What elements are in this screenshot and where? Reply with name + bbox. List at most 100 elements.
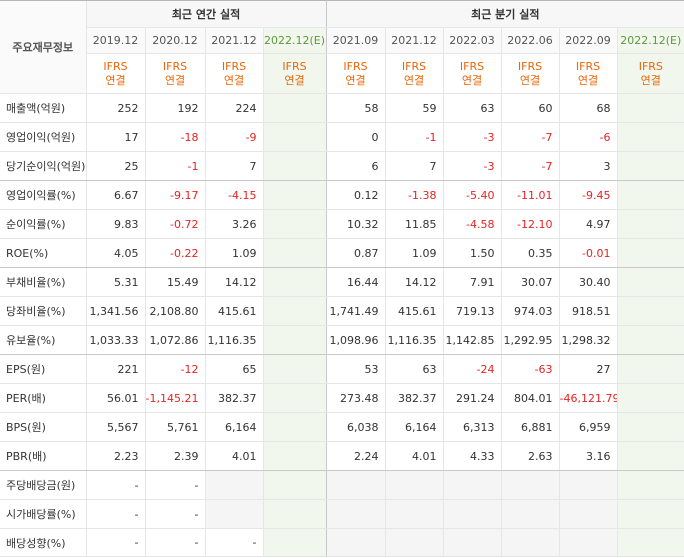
value-cell: -3 <box>442 122 502 152</box>
value-cell <box>616 238 684 268</box>
value-cell: 1,741.49 <box>325 296 386 326</box>
value-cell: 65 <box>204 354 263 384</box>
value-cell: 382.37 <box>204 383 263 413</box>
value-cell <box>616 470 684 500</box>
row-label: 당기순이익(억원) <box>0 151 86 181</box>
value-cell: 6,313 <box>442 412 502 442</box>
value-cell: - <box>144 528 205 557</box>
accounting-standard-cell: IFRS 연결 <box>85 53 145 94</box>
value-cell: 192 <box>144 93 205 123</box>
value-cell <box>500 470 560 500</box>
value-cell <box>616 93 684 123</box>
value-cell: -12 <box>144 354 205 384</box>
value-cell <box>442 499 502 529</box>
value-cell <box>384 470 444 500</box>
row-label: PER(배) <box>0 383 86 413</box>
value-cell: 7.91 <box>442 267 502 297</box>
value-cell: 1,292.95 <box>500 325 560 355</box>
value-cell: -0.01 <box>558 238 618 268</box>
value-cell: 6,164 <box>384 412 444 442</box>
table-row: BPS(원) 5,567 5,761 6,164 6,038 6,164 6,313 6,88… <box>0 412 684 442</box>
value-cell: 4.05 <box>85 238 145 268</box>
value-cell: 27 <box>558 354 618 384</box>
accounting-standard-cell: IFRS 연결 <box>384 53 444 94</box>
value-cell: 415.61 <box>204 296 263 326</box>
value-cell: -9.45 <box>558 180 618 210</box>
table-row: 유보율(%) 1,033.33 1,072.86 1,116.35 1,098.96 1,… <box>0 325 684 355</box>
accounting-standard-ifrs: IFRS <box>638 59 663 73</box>
accounting-standard-consolidated: 연결 <box>105 73 126 87</box>
accounting-standard-consolidated: 연결 <box>519 73 541 87</box>
value-cell <box>384 499 444 529</box>
table-row: 당좌비율(%) 1,341.56 2,108.80 415.61 1,741.49 415… <box>0 296 684 326</box>
table-row: 시가배당률(%) - - <box>0 499 684 529</box>
annual-period: 2020.12 <box>144 27 205 54</box>
value-cell: 3.16 <box>558 441 618 471</box>
value-cell: 918.51 <box>558 296 618 326</box>
value-cell: -46,121.79 <box>558 383 618 413</box>
value-cell: 2.63 <box>500 441 560 471</box>
table-row: 영업이익(억원) 17 -18 -9 0 -1 -3 -7 -6 <box>0 122 684 152</box>
value-cell: -9.17 <box>144 180 205 210</box>
value-cell: 0.87 <box>325 238 386 268</box>
value-cell: -12.10 <box>500 209 560 239</box>
value-cell <box>616 412 684 442</box>
value-cell <box>384 528 444 557</box>
value-cell: 1.50 <box>442 238 502 268</box>
value-cell <box>262 499 327 529</box>
value-cell: 56.01 <box>85 383 145 413</box>
value-cell <box>325 499 386 529</box>
accounting-standard-cell: IFRS 연결 <box>442 53 502 94</box>
value-cell: 0 <box>325 122 386 152</box>
value-cell <box>262 238 327 268</box>
annual-period-estimate: 2022.12(E) <box>262 27 327 54</box>
value-cell: 63 <box>442 93 502 123</box>
row-label: 영업이익(억원) <box>0 122 86 152</box>
value-cell <box>262 151 327 181</box>
row-label: 주당배당금(원) <box>0 470 86 500</box>
accounting-standard-cell: IFRS 연결 <box>144 53 205 94</box>
value-cell <box>558 499 618 529</box>
value-cell: 6,038 <box>325 412 386 442</box>
value-cell: -5.40 <box>442 180 502 210</box>
value-cell: - <box>85 470 145 500</box>
accounting-standard-ifrs: IFRS <box>517 59 543 73</box>
table-row: 당기순이익(억원) 25 -1 7 6 7 -3 -7 3 <box>0 151 684 181</box>
value-cell: - <box>144 499 205 529</box>
accounting-standard-consolidated: 연결 <box>577 73 599 87</box>
value-cell: 1,033.33 <box>85 325 145 355</box>
value-cell: 9.83 <box>85 209 145 239</box>
value-cell: 59 <box>384 93 444 123</box>
value-cell: 1,116.35 <box>384 325 444 355</box>
value-cell: -1,145.21 <box>144 383 205 413</box>
value-cell: 415.61 <box>384 296 444 326</box>
value-cell: 252 <box>85 93 145 123</box>
value-cell: 221 <box>85 354 145 384</box>
value-cell: -0.22 <box>144 238 205 268</box>
value-cell: 2.39 <box>144 441 205 471</box>
accounting-standard-ifrs: IFRS <box>103 59 128 73</box>
table-row: PER(배) 56.01 -1,145.21 382.37 273.48 382.37 29… <box>0 383 684 413</box>
value-cell <box>262 470 327 500</box>
value-cell <box>442 470 502 500</box>
value-cell: 1.09 <box>204 238 263 268</box>
value-cell: 14.12 <box>204 267 263 297</box>
value-cell: 7 <box>204 151 263 181</box>
value-cell: 30.07 <box>500 267 560 297</box>
row-label: 부채비율(%) <box>0 267 86 297</box>
value-cell <box>325 528 386 557</box>
value-cell: 58 <box>325 93 386 123</box>
value-cell: 10.32 <box>325 209 386 239</box>
annual-period: 2019.12 <box>85 27 145 54</box>
value-cell: -63 <box>500 354 560 384</box>
quarterly-period: 2022.09 <box>558 27 618 54</box>
accounting-standard-cell: IFRS 연결 <box>204 53 263 94</box>
value-cell <box>262 383 327 413</box>
accounting-standard-consolidated: 연결 <box>345 73 366 87</box>
accounting-standard-consolidated: 연결 <box>223 73 245 87</box>
row-label: PBR(배) <box>0 441 86 471</box>
accounting-standard-consolidated: 연결 <box>640 73 661 87</box>
value-cell: 1,341.56 <box>85 296 145 326</box>
value-cell <box>262 122 327 152</box>
value-cell <box>262 93 327 123</box>
